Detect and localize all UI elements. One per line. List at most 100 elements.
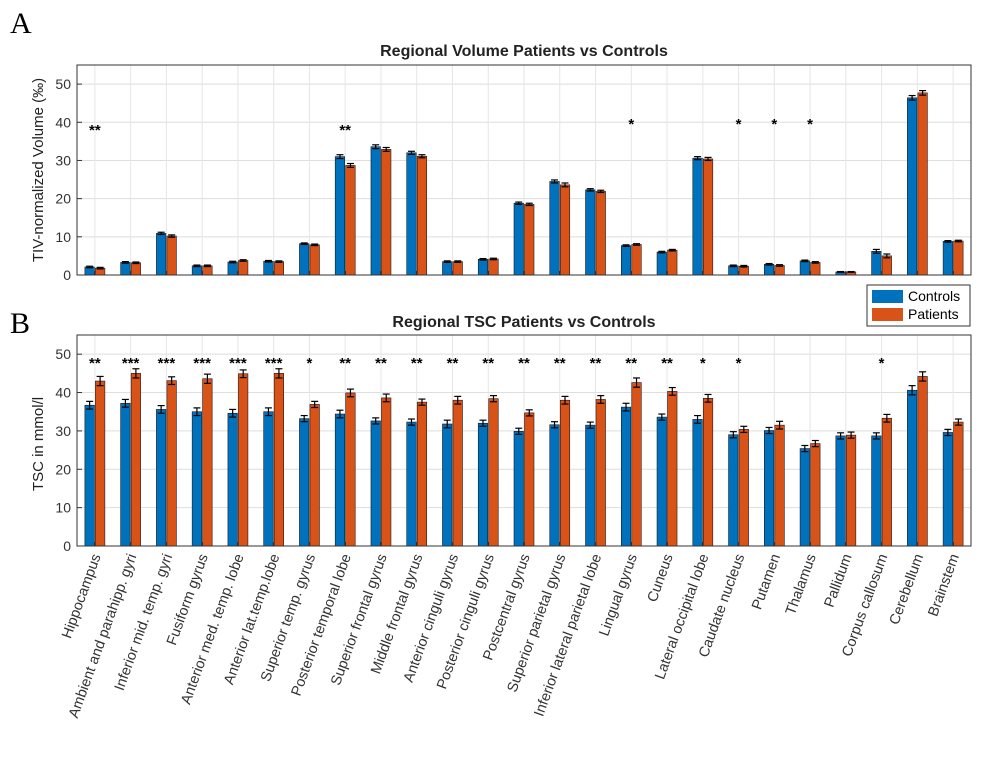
panel-a-bar-controls bbox=[120, 262, 131, 276]
panel-a-y-tick-label: 10 bbox=[55, 229, 71, 245]
panel-a-bar-controls bbox=[370, 146, 381, 276]
panel-a-bar-controls bbox=[334, 156, 346, 276]
panel-b-significance-marker: *** bbox=[193, 355, 211, 372]
panel-letter-b: B bbox=[10, 307, 30, 340]
panel-b-bar-controls bbox=[263, 411, 274, 547]
panel-b-bar-controls bbox=[549, 424, 560, 547]
category-label: Cerebellum bbox=[887, 552, 927, 627]
panel-b-bar-controls bbox=[334, 413, 346, 547]
panel-a-significance-marker: * bbox=[736, 116, 742, 133]
panel-a-bar-controls bbox=[299, 243, 310, 276]
panel-b-tsc-chart: Regional TSC Patients vs Controls TSC in… bbox=[30, 314, 972, 554]
panel-b-bar-patients bbox=[524, 412, 535, 547]
panel-b-y-tick-label: 10 bbox=[55, 500, 71, 516]
panel-a-bar-controls bbox=[585, 189, 596, 276]
panel-b-y-tick-label: 0 bbox=[63, 538, 71, 554]
panel-b-bar-patients bbox=[273, 373, 284, 547]
panel-b-significance-marker: ** bbox=[554, 355, 566, 372]
panel-a-bar-patients bbox=[667, 249, 678, 276]
category-label: Brainstem bbox=[926, 552, 963, 619]
panel-b-title: Regional TSC Patients vs Controls bbox=[392, 314, 655, 331]
panel-b-significance-marker: *** bbox=[229, 355, 247, 372]
panel-letter-a: A bbox=[10, 7, 32, 40]
panel-a-bar-patients bbox=[774, 265, 785, 276]
panel-b-significance-marker: *** bbox=[122, 355, 140, 372]
panel-b-bar-controls bbox=[907, 389, 918, 547]
panel-a-bar-patients bbox=[345, 165, 356, 276]
panel-b-significance-marker: *** bbox=[265, 355, 283, 372]
panel-b-significance-marker: * bbox=[736, 355, 742, 372]
panel-a-bar-controls bbox=[442, 261, 453, 276]
panel-a-significance-marker: ** bbox=[89, 122, 101, 139]
panel-a-bar-controls bbox=[513, 202, 524, 276]
panel-b-significance-marker: * bbox=[307, 355, 313, 372]
panel-b-bar-patients bbox=[702, 397, 714, 547]
panel-a-bar-patients bbox=[309, 244, 320, 276]
panel-b-bar-controls bbox=[84, 404, 95, 547]
panel-a-significance-marker: * bbox=[628, 116, 634, 133]
panel-a-bar-controls bbox=[263, 260, 274, 276]
panel-b-bar-patients bbox=[595, 399, 606, 547]
panel-b-significance-marker: ** bbox=[375, 355, 387, 372]
panel-b-y-tick-label: 40 bbox=[55, 385, 71, 401]
panel-a-bar-patients bbox=[273, 261, 284, 276]
panel-b-bar-patients bbox=[667, 391, 678, 547]
panel-b-bar-patients bbox=[631, 382, 642, 547]
panel-a-bar-controls bbox=[656, 251, 667, 276]
panel-b-significance-marker: ** bbox=[482, 355, 494, 372]
category-label: Lingual gyrus bbox=[597, 552, 642, 639]
panel-b-bar-patients bbox=[488, 398, 499, 547]
legend-label-controls: Controls bbox=[908, 288, 960, 304]
panel-b-significance-marker: * bbox=[879, 355, 885, 372]
panel-a-bar-controls bbox=[549, 181, 560, 276]
panel-a-bar-patients bbox=[130, 262, 141, 276]
panel-b-significance-marker: ** bbox=[590, 355, 602, 372]
panel-a-bar-patients bbox=[881, 255, 892, 276]
panel-b-significance-marker: ** bbox=[89, 355, 101, 372]
category-label: Putamen bbox=[749, 552, 784, 612]
panel-a-y-tick-label: 30 bbox=[55, 152, 71, 168]
legend: Controls Patients bbox=[866, 284, 971, 327]
panel-a-bar-patients bbox=[953, 240, 964, 276]
panel-b-bar-patients bbox=[738, 429, 749, 547]
panel-a-bar-controls bbox=[406, 152, 417, 276]
category-label: Pallidum bbox=[822, 552, 856, 610]
panel-a-bar-controls bbox=[799, 260, 810, 276]
panel-b-y-tick-label: 50 bbox=[55, 346, 71, 362]
panel-b-significance-marker: ** bbox=[411, 355, 423, 372]
panel-a-bar-patients bbox=[524, 204, 535, 276]
panel-a-bar-controls bbox=[942, 241, 953, 276]
panel-b-bar-controls bbox=[764, 430, 775, 547]
panel-a-bar-patients bbox=[238, 260, 249, 276]
panel-b-significance-marker: ** bbox=[339, 355, 351, 372]
panel-a-y-tick-label: 50 bbox=[55, 76, 71, 92]
panel-a-significance-marker: ** bbox=[339, 122, 351, 139]
panel-b-bar-patients bbox=[774, 424, 785, 547]
panel-a-bar-patients bbox=[595, 191, 606, 276]
panel-b-significance-marker: ** bbox=[447, 355, 459, 372]
panel-b-bar-controls bbox=[942, 432, 953, 547]
panel-a-bar-patients bbox=[488, 258, 499, 276]
panel-b-y-tick-label: 30 bbox=[55, 423, 71, 439]
panel-b-y-axis-label: TSC in mmol/l bbox=[30, 397, 47, 491]
panel-b-bar-controls bbox=[370, 420, 381, 547]
panel-b-bar-controls bbox=[120, 402, 131, 547]
panel-a-bar-controls bbox=[620, 245, 632, 276]
panel-b-bar-patients bbox=[381, 397, 392, 547]
panel-b-bar-controls bbox=[585, 424, 596, 547]
panel-b-bar-patients bbox=[166, 380, 177, 547]
panel-a-bar-patients bbox=[202, 265, 213, 276]
panel-a-y-axis-label: TIV-normalized Volume (‰) bbox=[30, 78, 47, 262]
panel-b-bar-patients bbox=[559, 399, 571, 547]
panel-b-bar-controls bbox=[227, 412, 238, 547]
panel-b-bar-controls bbox=[799, 448, 810, 547]
panel-a-bar-patients bbox=[810, 262, 821, 276]
panel-b-bar-controls bbox=[692, 419, 703, 547]
panel-b-bar-controls bbox=[871, 435, 882, 547]
panel-a-y-tick-label: 0 bbox=[63, 267, 71, 283]
panel-b-bar-patients bbox=[309, 404, 320, 547]
panel-a-bar-controls bbox=[871, 251, 882, 276]
